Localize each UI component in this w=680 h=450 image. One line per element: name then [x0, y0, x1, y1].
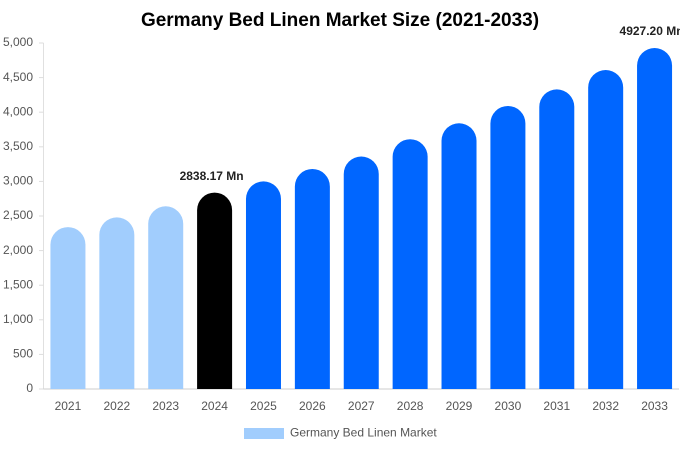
x-tick-label: 2024 — [201, 399, 228, 413]
bar — [588, 69, 624, 389]
bar — [197, 192, 233, 389]
y-tick-label: 0 — [26, 381, 33, 395]
y-tick-label: 4,000 — [3, 104, 33, 118]
legend-swatch — [244, 428, 284, 439]
bar — [294, 168, 330, 389]
y-tick-label: 3,000 — [3, 174, 33, 188]
bar — [99, 217, 135, 389]
y-tick-label: 5,000 — [3, 35, 33, 49]
x-tick-label: 2021 — [55, 399, 82, 413]
legend-label: Germany Bed Linen Market — [290, 426, 437, 440]
x-tick-label: 2022 — [103, 399, 130, 413]
x-tick-label: 2031 — [543, 399, 570, 413]
bar — [637, 48, 673, 390]
x-tick-label: 2028 — [397, 399, 424, 413]
value-label: 4927.20 Mn — [620, 24, 680, 38]
bar — [490, 105, 526, 389]
bar — [392, 139, 428, 389]
chart-title: Germany Bed Linen Market Size (2021-2033… — [141, 10, 539, 31]
y-tick-label: 1,000 — [3, 312, 33, 326]
y-tick-label: 4,500 — [3, 70, 33, 84]
value-label: 2838.17 Mn — [180, 169, 244, 183]
y-tick-label: 2,000 — [3, 243, 33, 257]
x-tick-label: 2029 — [446, 399, 473, 413]
y-tick-label: 3,500 — [3, 139, 33, 153]
x-tick-label: 2025 — [250, 399, 277, 413]
x-tick-label: 2032 — [592, 399, 619, 413]
y-tick-label: 2,500 — [3, 208, 33, 222]
bar — [539, 89, 575, 389]
x-tick-label: 2023 — [152, 399, 179, 413]
x-tick-label: 2033 — [641, 399, 668, 413]
y-tick-label: 1,500 — [3, 277, 33, 291]
x-tick-label: 2026 — [299, 399, 326, 413]
bar — [343, 156, 379, 389]
y-tick-label: 500 — [13, 347, 33, 361]
x-tick-label: 2030 — [495, 399, 522, 413]
bar — [50, 227, 86, 389]
bar — [441, 123, 477, 389]
bar — [245, 181, 281, 389]
x-tick-label: 2027 — [348, 399, 375, 413]
bar — [148, 206, 184, 389]
